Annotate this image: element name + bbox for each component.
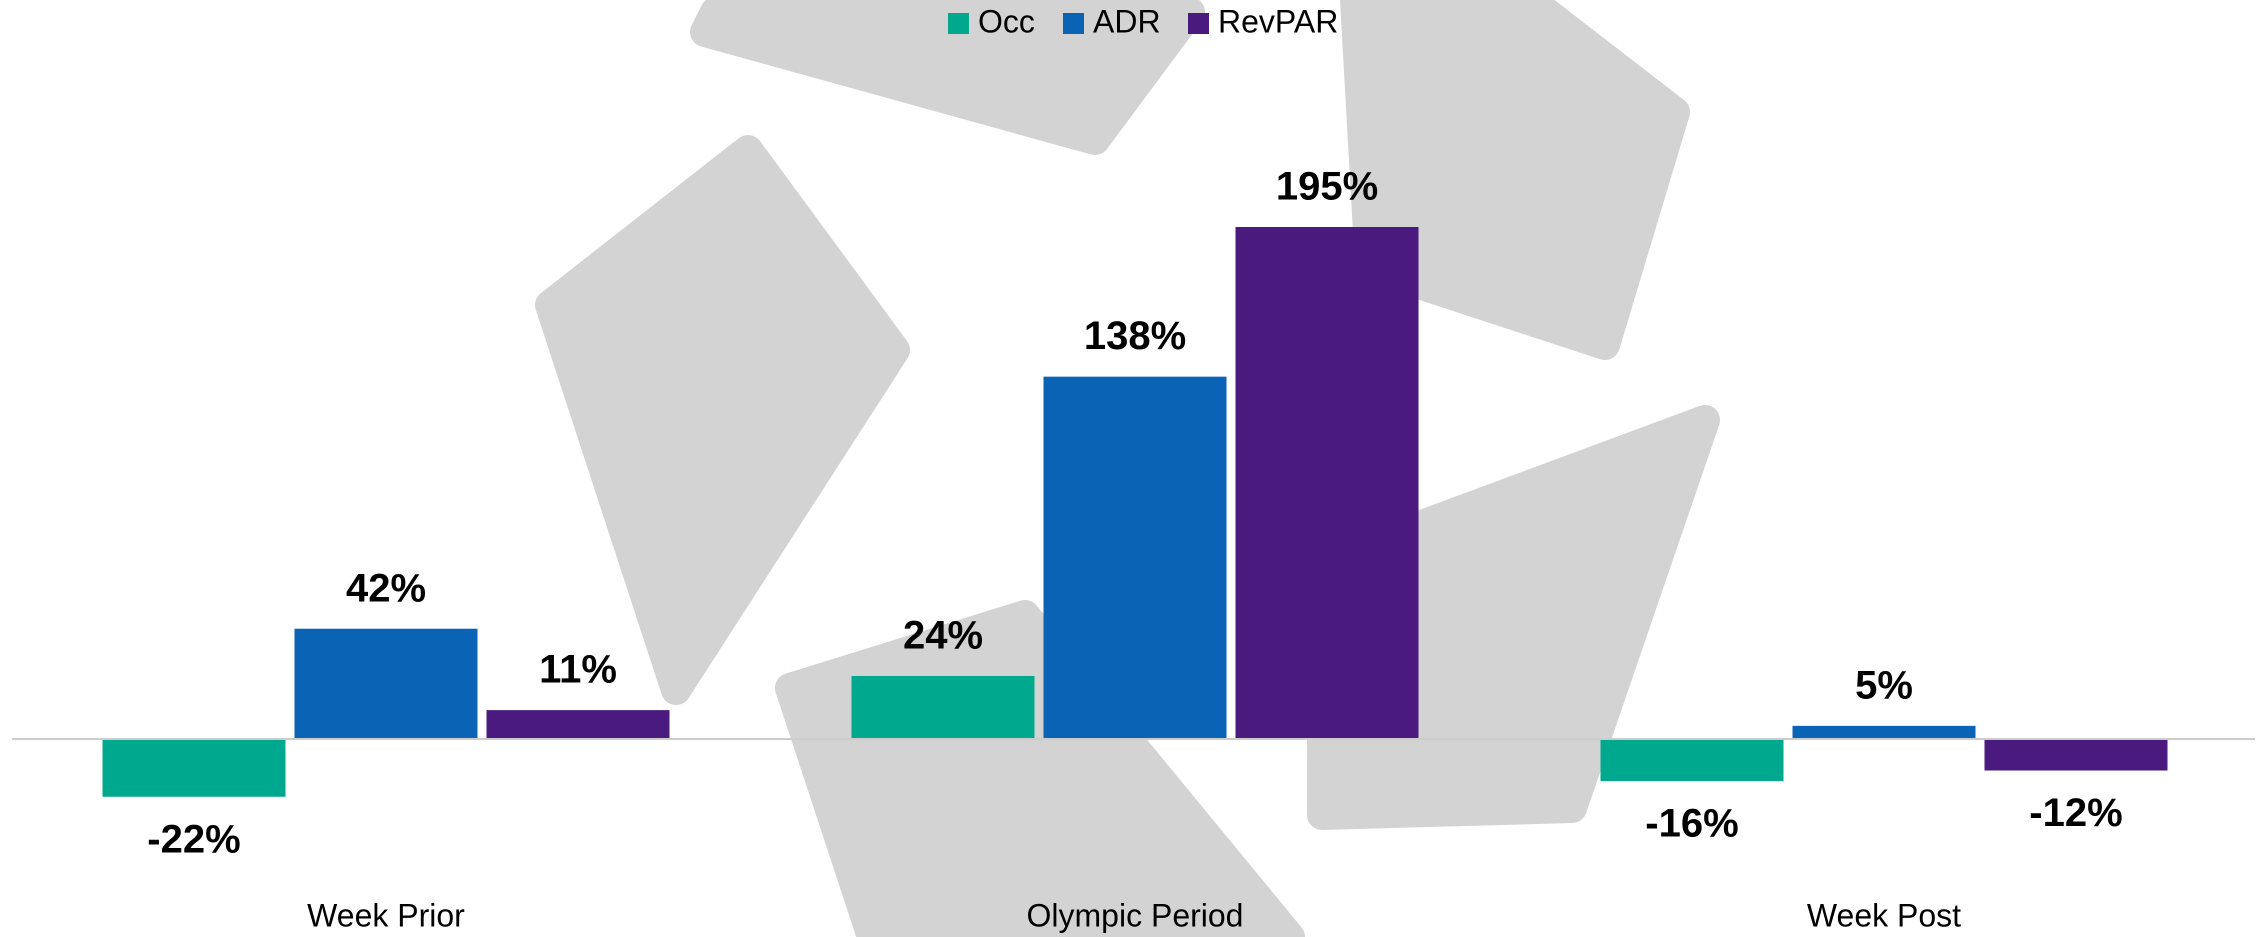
data-label: 5% xyxy=(1855,663,1913,707)
data-label: -22% xyxy=(147,817,240,861)
legend: Occ ADR RevPAR xyxy=(948,3,1338,39)
legend-label: RevPAR xyxy=(1218,3,1338,39)
legend-label: Occ xyxy=(978,3,1035,39)
data-label: 138% xyxy=(1084,314,1186,358)
data-label: 11% xyxy=(539,648,617,692)
data-label: -16% xyxy=(1645,802,1738,846)
bar xyxy=(1601,739,1784,781)
bar xyxy=(295,629,478,739)
data-label: 195% xyxy=(1276,165,1378,209)
chart: Week Prior Olympic Period Week Post -22% 24%… xyxy=(0,0,2267,937)
legend-label: ADR xyxy=(1093,3,1161,39)
legend-swatch xyxy=(1063,13,1084,34)
data-label: -12% xyxy=(2029,791,2122,835)
x-tick-label: Olympic Period xyxy=(1027,897,1244,933)
bar xyxy=(487,710,670,739)
bar xyxy=(1236,227,1419,739)
bar xyxy=(103,739,286,797)
bg-shape xyxy=(550,150,895,690)
x-tick-label: Week Post xyxy=(1807,897,1961,933)
x-tick-label: Week Prior xyxy=(307,897,465,933)
legend-swatch xyxy=(1188,13,1209,34)
data-label: 24% xyxy=(903,614,983,658)
data-label: 42% xyxy=(346,566,426,610)
bar xyxy=(1044,377,1227,739)
legend-swatch xyxy=(948,13,969,34)
bar xyxy=(1793,726,1976,739)
bar xyxy=(1985,739,2168,771)
bar xyxy=(852,676,1035,739)
